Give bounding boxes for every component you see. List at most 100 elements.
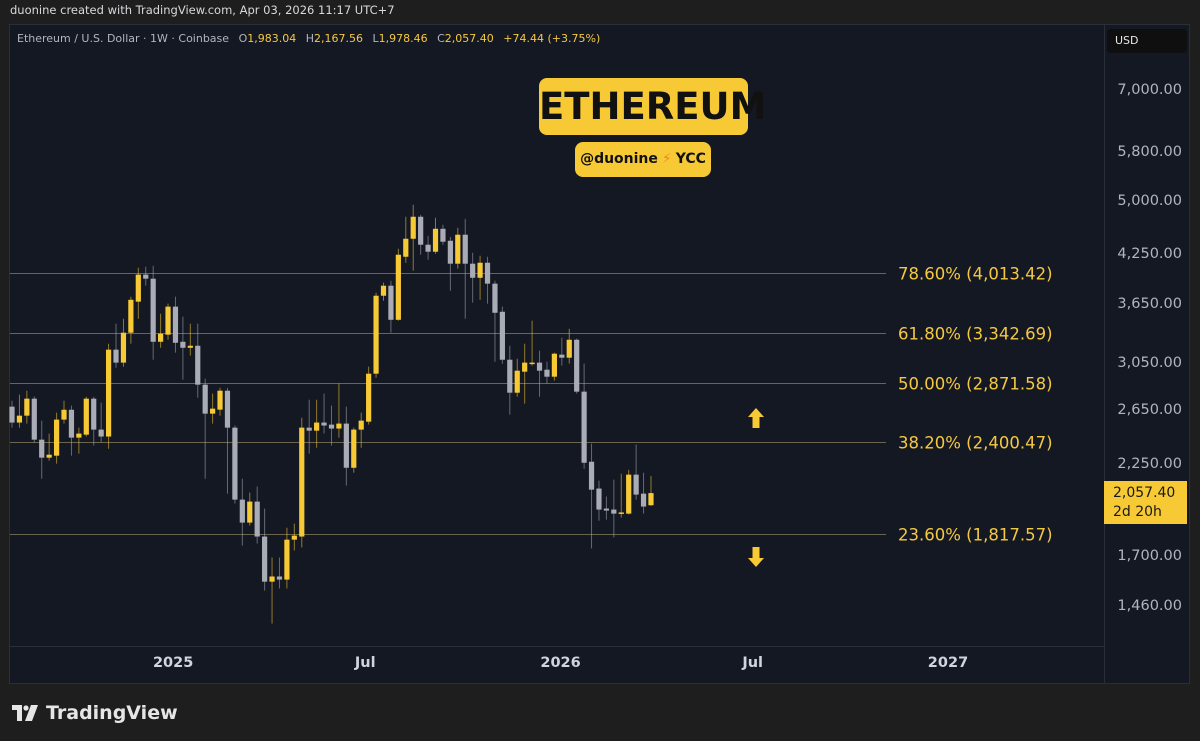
candle[interactable]: [98, 402, 104, 443]
candle[interactable]: [566, 328, 572, 364]
candle[interactable]: [484, 256, 491, 304]
candle[interactable]: [611, 479, 617, 538]
candle[interactable]: [46, 433, 52, 461]
candle[interactable]: [239, 478, 245, 546]
candle[interactable]: [306, 399, 312, 454]
candle[interactable]: [210, 393, 216, 424]
candle-body: [91, 398, 97, 430]
candle[interactable]: [640, 472, 647, 514]
candle[interactable]: [217, 387, 223, 416]
candle[interactable]: [596, 480, 602, 521]
candle[interactable]: [76, 427, 82, 454]
candle[interactable]: [39, 420, 45, 479]
candle[interactable]: [232, 425, 238, 504]
chart-panel[interactable]: [9, 24, 1190, 684]
candle[interactable]: [410, 204, 416, 271]
candle[interactable]: [432, 217, 439, 254]
arrow-down-icon: [748, 547, 764, 567]
candle[interactable]: [358, 412, 364, 448]
candle[interactable]: [120, 318, 127, 367]
candle[interactable]: [202, 378, 208, 479]
candle[interactable]: [380, 282, 387, 301]
candle[interactable]: [16, 394, 23, 428]
candle[interactable]: [343, 406, 349, 486]
candle[interactable]: [551, 352, 557, 381]
candle[interactable]: [544, 361, 550, 384]
candle[interactable]: [522, 343, 528, 404]
candle[interactable]: [135, 267, 141, 319]
price-tick-label: 1,460.00: [1117, 598, 1182, 614]
candle[interactable]: [366, 366, 372, 425]
candle[interactable]: [603, 496, 609, 520]
candle[interactable]: [648, 475, 654, 506]
candle[interactable]: [455, 227, 461, 269]
candle[interactable]: [633, 444, 639, 500]
candle[interactable]: [395, 248, 401, 321]
candle-body: [574, 339, 580, 392]
candle[interactable]: [61, 400, 67, 424]
candle[interactable]: [351, 427, 357, 473]
candle[interactable]: [113, 323, 119, 368]
candle[interactable]: [418, 214, 424, 255]
candle[interactable]: [143, 266, 149, 286]
candle[interactable]: [31, 396, 37, 443]
candle[interactable]: [187, 323, 193, 356]
candle[interactable]: [195, 323, 201, 398]
currency-button[interactable]: USD: [1107, 29, 1187, 53]
candle[interactable]: [581, 363, 587, 469]
candle-body: [128, 299, 134, 333]
candle[interactable]: [150, 265, 156, 360]
change-value: +74.44 (+3.75%): [503, 32, 601, 45]
candle[interactable]: [403, 216, 409, 263]
candle[interactable]: [262, 508, 268, 591]
candle[interactable]: [477, 255, 483, 300]
candle[interactable]: [559, 337, 565, 366]
candle[interactable]: [254, 486, 260, 544]
candle[interactable]: [299, 417, 305, 548]
candle[interactable]: [321, 393, 327, 434]
tradingview-logo[interactable]: TradingView: [12, 702, 178, 724]
candle[interactable]: [165, 303, 171, 340]
candle[interactable]: [53, 412, 60, 464]
candle[interactable]: [507, 345, 513, 415]
candle[interactable]: [180, 316, 186, 380]
candle[interactable]: [626, 469, 632, 515]
candle[interactable]: [24, 390, 30, 424]
candle[interactable]: [514, 358, 520, 397]
candle[interactable]: [328, 405, 335, 446]
candle[interactable]: [574, 338, 580, 394]
candle[interactable]: [276, 557, 283, 589]
candle[interactable]: [492, 280, 498, 362]
candle[interactable]: [172, 296, 179, 353]
candle[interactable]: [224, 387, 231, 494]
candle[interactable]: [91, 396, 97, 446]
candle-body: [373, 295, 379, 374]
candle[interactable]: [499, 306, 505, 364]
candle[interactable]: [158, 313, 164, 348]
candle[interactable]: [83, 396, 89, 437]
candle[interactable]: [105, 343, 112, 449]
candle[interactable]: [536, 350, 543, 397]
candle-body: [143, 274, 149, 279]
candle[interactable]: [470, 252, 476, 303]
candle[interactable]: [247, 492, 253, 526]
candle[interactable]: [447, 236, 453, 291]
candle[interactable]: [336, 383, 342, 438]
symbol-name[interactable]: Ethereum / U.S. Dollar · 1W · Coinbase: [17, 32, 230, 45]
candle[interactable]: [588, 443, 595, 549]
candle[interactable]: [529, 320, 535, 366]
candle[interactable]: [440, 224, 446, 245]
candle[interactable]: [269, 557, 275, 624]
candle[interactable]: [373, 292, 379, 378]
candle[interactable]: [284, 527, 290, 589]
candle[interactable]: [618, 473, 624, 518]
candle[interactable]: [314, 399, 320, 448]
candle[interactable]: [388, 280, 394, 333]
fib-level-label: 50.00% (2,871.58): [898, 374, 1053, 393]
candle[interactable]: [68, 405, 75, 456]
candle[interactable]: [291, 523, 297, 551]
candle[interactable]: [425, 235, 431, 260]
candle[interactable]: [462, 218, 468, 319]
candle[interactable]: [9, 400, 15, 428]
candle[interactable]: [128, 296, 134, 344]
